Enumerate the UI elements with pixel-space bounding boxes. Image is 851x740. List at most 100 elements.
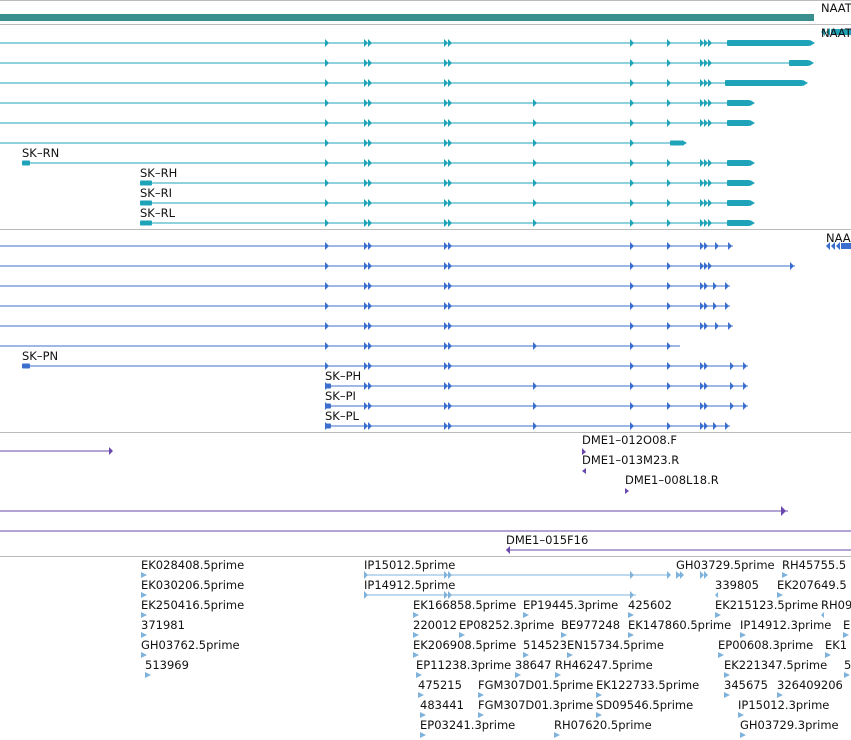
feature-label[interactable]: SK–PL	[325, 409, 360, 423]
gene-label[interactable]: NAAT	[821, 1, 851, 15]
feature-label[interactable]: SK–RL	[140, 206, 176, 220]
gene-label[interactable]: NAA	[826, 231, 851, 245]
gene-model-bar[interactable]	[0, 14, 814, 21]
strand-arrow-icon	[743, 402, 747, 410]
est-label[interactable]: 5	[844, 658, 851, 672]
est-label[interactable]: EP11238.3prime	[416, 658, 511, 672]
est-label[interactable]: SD09546.5prime	[596, 698, 693, 712]
exon-block[interactable]	[727, 120, 750, 126]
est-label[interactable]: FGM307D01.5prime	[478, 678, 593, 692]
est-label[interactable]: EK215123.5prime	[715, 598, 818, 612]
feature-label[interactable]: DME1–012O08.F	[582, 433, 677, 447]
strand-arrow-icon	[368, 39, 372, 47]
exon-block[interactable]	[140, 180, 152, 186]
est-label[interactable]: IP14912.5prime	[364, 578, 455, 592]
exon-block[interactable]	[725, 80, 803, 86]
strand-arrow-icon	[708, 179, 712, 187]
est-label[interactable]: E	[843, 618, 850, 632]
est-label[interactable]: IP15012.3prime	[738, 698, 829, 712]
est-label[interactable]: RH46247.5prime	[555, 658, 653, 672]
est-label[interactable]: 38647	[515, 658, 552, 672]
est-label[interactable]: 371981	[141, 618, 185, 632]
est-label[interactable]: EK166858.5prime	[413, 598, 516, 612]
feature-label[interactable]: SK–RI	[140, 186, 172, 200]
est-label[interactable]: 475215	[418, 678, 462, 692]
est-marker-icon	[825, 652, 831, 658]
est-label[interactable]: 425602	[628, 598, 672, 612]
strand-arrow-icon	[630, 262, 634, 270]
exon-block[interactable]	[22, 363, 30, 369]
est-label[interactable]: RH45755.5	[782, 558, 846, 572]
est-label[interactable]: 345675	[724, 678, 768, 692]
est-label[interactable]: 513969	[145, 658, 189, 672]
exon-block[interactable]	[727, 40, 810, 46]
clone-end-icon	[582, 468, 586, 474]
est-label[interactable]: 483441	[420, 698, 464, 712]
strand-arrow-icon	[444, 59, 448, 67]
est-label[interactable]: EP19445.3prime	[523, 598, 618, 612]
exon-block[interactable]	[727, 100, 750, 106]
est-label[interactable]: FGM307D01.3prime	[478, 698, 593, 712]
strand-arrow-icon	[667, 199, 671, 207]
feature-label[interactable]: SK–PN	[22, 349, 58, 363]
est-marker-icon	[718, 652, 724, 658]
est-label[interactable]: EK030206.5prime	[141, 578, 244, 592]
est-label[interactable]: EK221347.5prime	[724, 658, 827, 672]
est-label[interactable]: RH09	[821, 598, 851, 612]
exon-block[interactable]	[841, 243, 851, 249]
est-label[interactable]: BE977248	[561, 618, 620, 632]
est-label[interactable]: EK207649.5	[777, 578, 847, 592]
strand-arrow-icon	[730, 382, 734, 390]
feature-label[interactable]: SK–RN	[22, 146, 59, 160]
strand-arrow-icon	[704, 322, 708, 330]
est-label[interactable]: EN15734.5prime	[567, 638, 664, 652]
exon-block[interactable]	[727, 160, 750, 166]
strand-arrow-icon	[704, 219, 708, 227]
est-label[interactable]: EP00608.3prime	[718, 638, 813, 652]
est-label[interactable]: 326409206	[777, 678, 843, 692]
exon-block[interactable]	[22, 160, 30, 166]
exon-block[interactable]	[727, 220, 750, 226]
exon-block[interactable]	[727, 180, 750, 186]
feature-label[interactable]: SK–PH	[325, 369, 361, 383]
est-label[interactable]: EK206908.5prime	[413, 638, 516, 652]
strand-arrow-icon	[725, 302, 729, 310]
strand-arrow-icon	[700, 59, 704, 67]
feature-label[interactable]: SK–RH	[140, 166, 177, 180]
strand-arrow-icon	[708, 159, 712, 167]
est-label[interactable]: 220012	[413, 618, 457, 632]
est-label[interactable]: IP14912.3prime	[740, 618, 831, 632]
est-label[interactable]: EP08252.3prime	[459, 618, 554, 632]
exon-block[interactable]	[140, 220, 152, 226]
est-label[interactable]: GH03762.5prime	[141, 638, 240, 652]
gene-label[interactable]: NAAT	[821, 26, 851, 40]
est-label[interactable]: EK147860.5prime	[628, 618, 731, 632]
est-label[interactable]: EK250416.5prime	[141, 598, 244, 612]
strand-arrow-icon	[364, 242, 368, 250]
strand-arrow-icon	[630, 119, 634, 127]
est-label[interactable]: EP03241.3prime	[420, 718, 515, 732]
exon-block[interactable]	[789, 60, 809, 66]
exon-block[interactable]	[727, 200, 750, 206]
strand-arrow-icon	[713, 422, 717, 430]
est-label[interactable]: EK028408.5prime	[141, 558, 244, 572]
est-label[interactable]: 514523	[523, 638, 567, 652]
exon-block[interactable]	[831, 29, 851, 35]
est-label[interactable]: RH07620.5prime	[554, 718, 652, 732]
strand-arrow-icon	[700, 99, 704, 107]
feature-label[interactable]: DME1–015F16	[506, 533, 588, 547]
exon-block[interactable]	[670, 140, 682, 146]
feature-label[interactable]: DME1–013M23.R	[582, 453, 679, 467]
est-label[interactable]: EK1	[825, 638, 847, 652]
exon-block[interactable]	[140, 200, 152, 206]
est-label[interactable]: GH03729.5prime	[676, 558, 775, 572]
est-label[interactable]: 339805	[715, 578, 759, 592]
feature-label[interactable]: DME1–008L18.R	[625, 473, 719, 487]
strand-arrow-icon	[444, 571, 448, 579]
est-marker-icon	[777, 692, 783, 698]
est-label[interactable]: EK122733.5prime	[596, 678, 699, 692]
feature-label[interactable]: SK–PI	[325, 389, 356, 403]
strand-arrow-icon	[700, 119, 704, 127]
est-label[interactable]: GH03729.3prime	[740, 718, 839, 732]
est-label[interactable]: IP15012.5prime	[364, 558, 455, 572]
